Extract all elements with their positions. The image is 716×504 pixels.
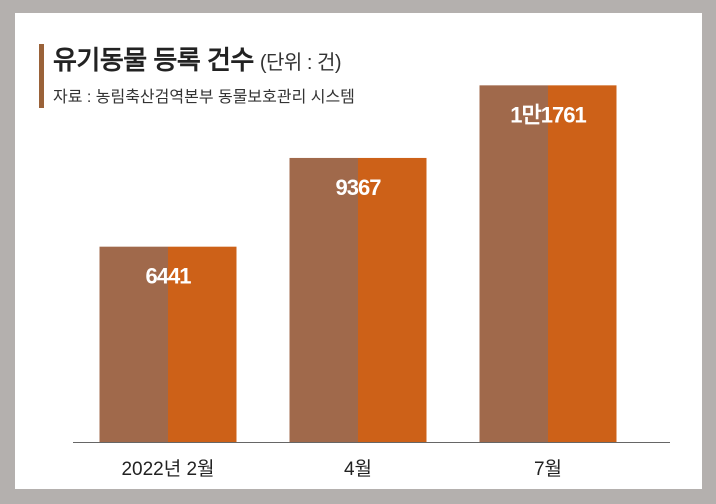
title-accent-bar [39, 44, 44, 108]
bar-chart: 6441 2022년 2월 9367 4월 1만1761 7월 [73, 85, 670, 480]
chart-title-line: 유기동물 등록 건수 (단위 : 건) [53, 40, 342, 77]
bar-2-value-label: 9367 [336, 175, 382, 200]
bar-1-right-half [168, 246, 237, 442]
bar-1-value-label: 6441 [146, 264, 192, 289]
chart-unit: (단위 : 건) [259, 52, 342, 74]
x-tick-label-3: 7월 [534, 458, 562, 480]
bar-3-right-half [548, 85, 617, 443]
bar-2-left-half [289, 157, 358, 442]
chart-card: 유기동물 등록 건수 (단위 : 건) 자료 : 농림축산검역본부 동물보호관리 … [15, 13, 702, 489]
x-tick-label-2: 4월 [344, 458, 372, 480]
bar-3-value-label: 1만1761 [510, 102, 586, 127]
bar-1-left-half [99, 246, 168, 442]
chart-source: 자료 : 농림축산검역본부 동물보호관리 시스템 [53, 89, 355, 106]
x-tick-label-1: 2022년 2월 [121, 458, 214, 480]
chart-title: 유기동물 등록 건수 [53, 45, 254, 75]
bar-3-left-half [479, 85, 548, 443]
bar-2-right-half [358, 157, 427, 442]
